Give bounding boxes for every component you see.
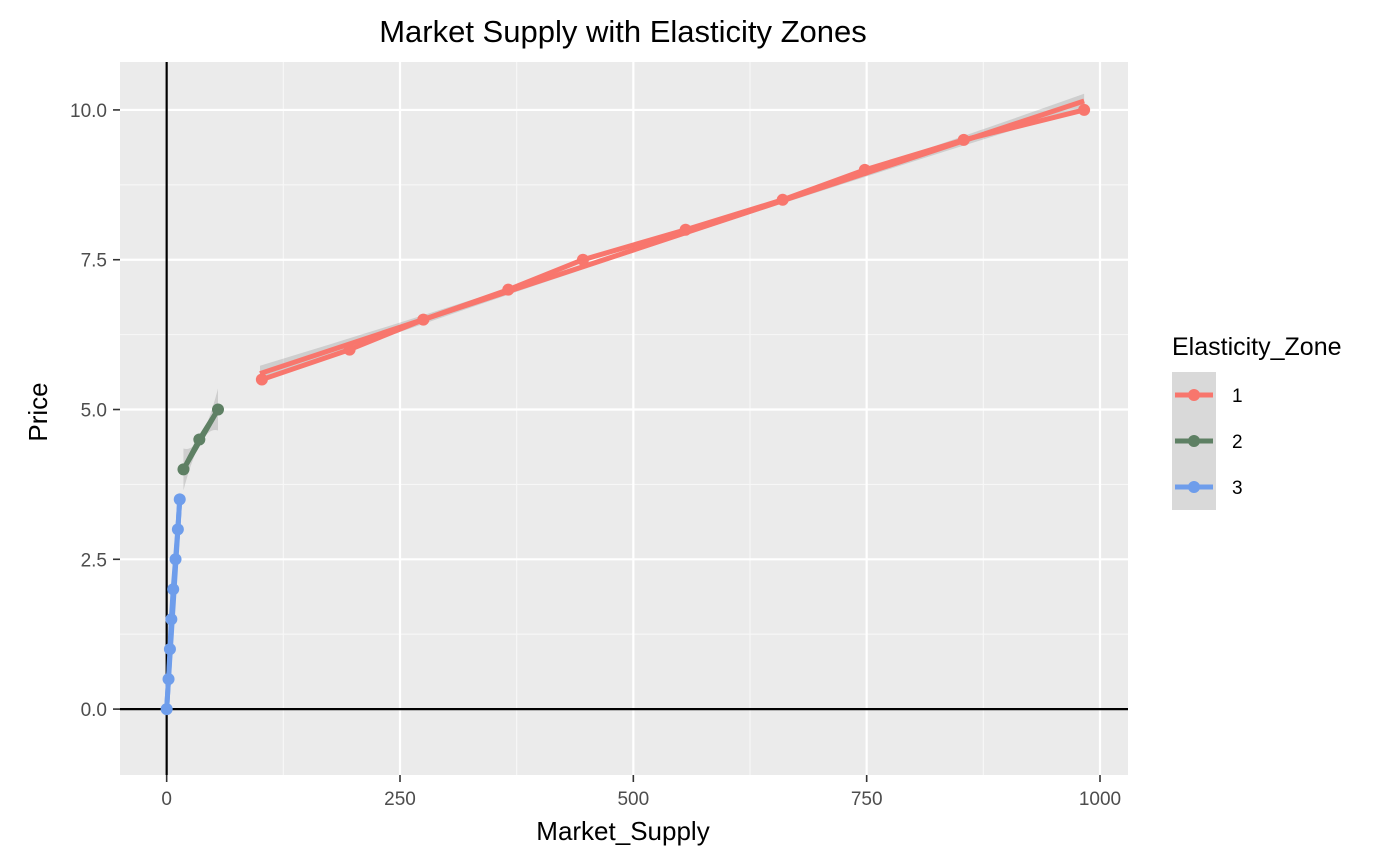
y-tick-label: 0.0 <box>81 700 107 721</box>
data-point-zone-3 <box>167 583 180 596</box>
x-tick-label: 250 <box>384 789 416 810</box>
y-tick-label: 5.0 <box>81 401 107 422</box>
legend-key-point-zone-3 <box>1188 481 1200 493</box>
data-point-zone-3 <box>162 673 175 686</box>
legend-label-zone-1: 1 <box>1232 386 1243 407</box>
data-point-zone-2 <box>177 463 190 476</box>
minor-gridlines <box>120 62 1128 775</box>
legend-key-point-zone-2 <box>1188 435 1200 447</box>
y-tick-label: 2.5 <box>81 550 107 571</box>
data-point-zone-1 <box>255 373 268 386</box>
data-point-zone-1 <box>502 283 515 296</box>
legend-title: Elasticity_Zone <box>1172 333 1342 361</box>
data-point-zone-1 <box>576 253 589 266</box>
data-point-zone-1 <box>957 133 970 146</box>
data-point-zone-3 <box>160 703 173 716</box>
data-point-zone-2 <box>193 433 206 446</box>
y-axis-title: Price <box>23 382 53 441</box>
data-point-zone-1 <box>679 223 692 236</box>
data-point-zone-2 <box>212 403 224 416</box>
series-line-zone-1 <box>261 107 1085 382</box>
legend-key-point-zone-1 <box>1188 389 1200 401</box>
data-point-zone-3 <box>171 523 184 536</box>
x-tick-label: 1000 <box>1079 789 1121 810</box>
y-tick-label: 10.0 <box>70 101 107 122</box>
x-tick-label: 500 <box>617 789 649 810</box>
x-axis-ticks: 0 250 500 750 1000 <box>161 775 1121 810</box>
x-tick-label: 750 <box>851 789 883 810</box>
data-point-zone-1 <box>776 193 789 206</box>
data-point-zone-3 <box>165 613 178 626</box>
legend-label-zone-3: 3 <box>1232 478 1243 499</box>
chart-title: Market Supply with Elasticity Zones <box>379 14 867 49</box>
data-point-zone-1 <box>417 313 430 326</box>
x-tick-label: 0 <box>161 789 172 810</box>
data-point-zone-1 <box>858 163 871 176</box>
y-axis-ticks: 0.0 2.5 5.0 7.5 10.0 <box>70 101 120 721</box>
reference-lines <box>120 62 1128 775</box>
data-point-zone-3 <box>163 643 176 656</box>
series-points <box>160 103 1091 716</box>
legend-label-zone-2: 2 <box>1232 432 1243 453</box>
plot-panel <box>120 62 1128 775</box>
y-tick-label: 7.5 <box>81 251 107 272</box>
data-point-zone-1 <box>343 343 356 356</box>
legend: Elasticity_Zone 1 2 3 <box>1172 333 1342 510</box>
data-point-zone-3 <box>173 493 186 506</box>
data-point-zone-3 <box>169 553 182 566</box>
data-point-zone-1 <box>1078 103 1091 116</box>
x-axis-title: Market_Supply <box>536 816 709 846</box>
